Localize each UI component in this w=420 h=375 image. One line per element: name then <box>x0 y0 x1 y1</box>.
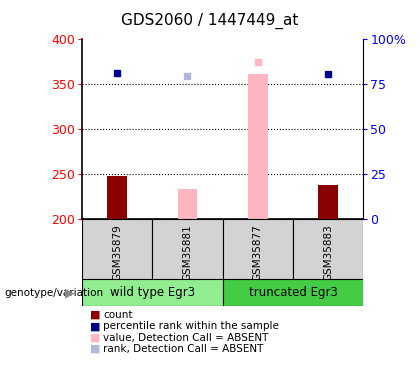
Text: truncated Egr3: truncated Egr3 <box>249 286 337 299</box>
Text: ■: ■ <box>90 321 101 331</box>
Text: wild type Egr3: wild type Egr3 <box>110 286 195 299</box>
Bar <box>223 219 293 279</box>
Bar <box>178 189 197 219</box>
Text: GSM35879: GSM35879 <box>112 224 122 281</box>
Bar <box>82 279 223 306</box>
Bar <box>293 219 363 279</box>
Text: count: count <box>103 310 132 320</box>
Text: ▶: ▶ <box>65 286 75 299</box>
Text: GSM35877: GSM35877 <box>253 224 263 281</box>
Text: ■: ■ <box>90 344 101 354</box>
Text: ■: ■ <box>90 310 101 320</box>
Bar <box>107 176 127 219</box>
Bar <box>82 219 152 279</box>
Bar <box>152 219 223 279</box>
Bar <box>248 74 268 219</box>
Bar <box>223 279 363 306</box>
Text: genotype/variation: genotype/variation <box>4 288 103 297</box>
Bar <box>318 185 338 219</box>
Text: percentile rank within the sample: percentile rank within the sample <box>103 321 279 331</box>
Text: GSM35883: GSM35883 <box>323 224 333 281</box>
Text: GDS2060 / 1447449_at: GDS2060 / 1447449_at <box>121 13 299 29</box>
Text: GSM35881: GSM35881 <box>182 224 192 281</box>
Text: ■: ■ <box>90 333 101 342</box>
Text: rank, Detection Call = ABSENT: rank, Detection Call = ABSENT <box>103 344 263 354</box>
Text: value, Detection Call = ABSENT: value, Detection Call = ABSENT <box>103 333 268 342</box>
